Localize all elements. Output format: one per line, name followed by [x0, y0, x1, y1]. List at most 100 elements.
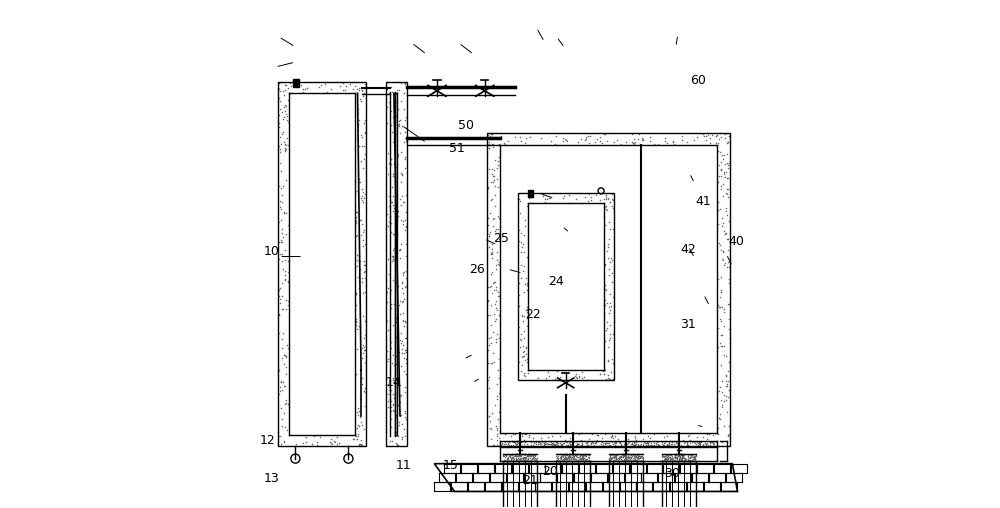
Point [660, 451, 676, 459]
Point [721, 386, 737, 394]
Point [721, 422, 737, 430]
Point [680, 453, 696, 461]
Point [278, 370, 294, 378]
Point [489, 392, 505, 400]
Point [389, 113, 405, 121]
Point [503, 455, 519, 463]
Point [633, 439, 649, 448]
Point [510, 437, 526, 446]
Point [512, 342, 528, 351]
Point [348, 290, 364, 298]
Point [600, 239, 616, 247]
Point [576, 454, 592, 462]
Point [519, 286, 535, 294]
Point [712, 205, 728, 213]
Point [533, 434, 549, 442]
Point [516, 231, 532, 239]
Point [566, 442, 582, 451]
Point [275, 87, 291, 96]
Point [617, 454, 633, 462]
Point [352, 310, 368, 318]
Point [350, 411, 366, 419]
Point [578, 439, 594, 447]
Point [710, 147, 726, 155]
Point [395, 217, 411, 226]
Point [388, 376, 404, 385]
Bar [278, 82, 366, 446]
Point [565, 441, 581, 450]
Point [602, 452, 618, 460]
Point [489, 380, 505, 389]
Point [706, 440, 722, 448]
Point [627, 441, 643, 450]
Point [717, 231, 733, 239]
Point [651, 441, 667, 450]
Point [500, 453, 516, 461]
Point [716, 261, 732, 269]
Point [661, 441, 677, 449]
Point [714, 403, 730, 411]
Point [533, 440, 549, 448]
Point [666, 140, 682, 148]
Point [673, 440, 689, 449]
Point [703, 437, 719, 446]
Point [398, 274, 414, 282]
Point [721, 315, 737, 323]
Point [661, 440, 677, 448]
Point [551, 457, 567, 465]
Point [670, 457, 686, 465]
Point [520, 455, 536, 463]
Point [521, 433, 537, 441]
Point [547, 442, 563, 451]
Point [558, 438, 574, 447]
Point [485, 349, 501, 357]
Point [684, 456, 700, 464]
Point [507, 450, 523, 458]
Point [587, 437, 603, 446]
Point [719, 211, 735, 219]
Point [490, 212, 506, 220]
Point [353, 362, 369, 370]
Point [602, 454, 618, 462]
Point [548, 456, 564, 464]
Point [654, 440, 670, 449]
Point [338, 82, 354, 90]
Point [522, 452, 538, 460]
Point [486, 166, 502, 174]
Point [614, 456, 630, 464]
Point [515, 352, 531, 360]
Point [299, 84, 315, 92]
Point [519, 440, 535, 448]
Point [323, 84, 339, 92]
Point [348, 290, 364, 298]
Point [349, 345, 365, 354]
Point [663, 451, 679, 459]
Point [399, 294, 415, 302]
Point [383, 386, 399, 394]
Point [389, 115, 405, 123]
Point [627, 452, 643, 460]
Point [607, 457, 623, 465]
Point [481, 334, 497, 342]
Point [525, 452, 541, 460]
Point [686, 454, 702, 462]
Point [387, 305, 403, 313]
Point [534, 437, 550, 445]
Point [351, 407, 367, 415]
Point [667, 454, 683, 462]
Point [608, 454, 624, 462]
Point [505, 440, 521, 449]
Point [656, 439, 672, 447]
Point [646, 430, 662, 438]
Point [566, 453, 582, 461]
Point [602, 129, 618, 137]
Point [621, 442, 637, 451]
Point [601, 440, 617, 449]
Point [613, 455, 629, 463]
Point [392, 254, 408, 262]
Point [664, 440, 680, 449]
Point [546, 441, 562, 450]
Point [542, 194, 558, 202]
Point [668, 457, 684, 465]
Point [643, 438, 659, 447]
